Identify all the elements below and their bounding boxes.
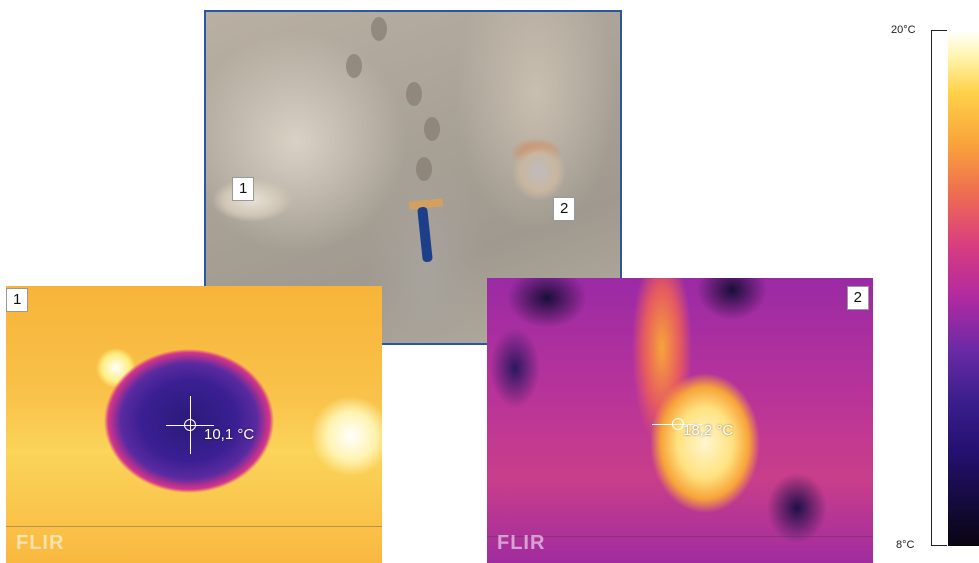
footprint bbox=[416, 157, 432, 181]
flir-watermark: FLIR bbox=[16, 532, 64, 555]
flir-watermark: FLIR bbox=[497, 532, 545, 555]
thermal-image-1: 1 10,1 °C FLIR bbox=[6, 286, 382, 563]
thermal-image-2: 2 18,2 °C FLIR bbox=[487, 278, 873, 563]
flir-watermark-text: FLIR bbox=[497, 532, 546, 554]
photo-label-2: 2 bbox=[553, 197, 576, 221]
crosshair-center bbox=[184, 419, 196, 431]
geological-hammer-handle bbox=[417, 206, 433, 263]
scale-axis-line bbox=[931, 30, 932, 546]
image-edge-line bbox=[487, 536, 873, 537]
temperature-color-scale bbox=[948, 30, 979, 546]
footprint bbox=[406, 82, 422, 106]
footprint bbox=[424, 117, 440, 141]
scale-min-label: 8°C bbox=[896, 539, 915, 551]
image-edge-line bbox=[6, 526, 382, 527]
flir-watermark-text: FLIR bbox=[16, 532, 65, 554]
thermal-label-2: 2 bbox=[846, 286, 869, 310]
footprint bbox=[371, 17, 387, 41]
photo-label-1: 1 bbox=[232, 177, 255, 201]
temperature-reading-1: 10,1 °C bbox=[204, 426, 255, 443]
crosshair-horizontal bbox=[652, 424, 702, 425]
scale-tick-min bbox=[931, 545, 947, 546]
scale-tick-max bbox=[931, 30, 947, 31]
thermal-label-1: 1 bbox=[6, 288, 29, 312]
footprint bbox=[346, 54, 362, 78]
temperature-reading-2: 18,2 °C bbox=[683, 422, 734, 439]
scale-max-label: 20°C bbox=[891, 24, 916, 36]
